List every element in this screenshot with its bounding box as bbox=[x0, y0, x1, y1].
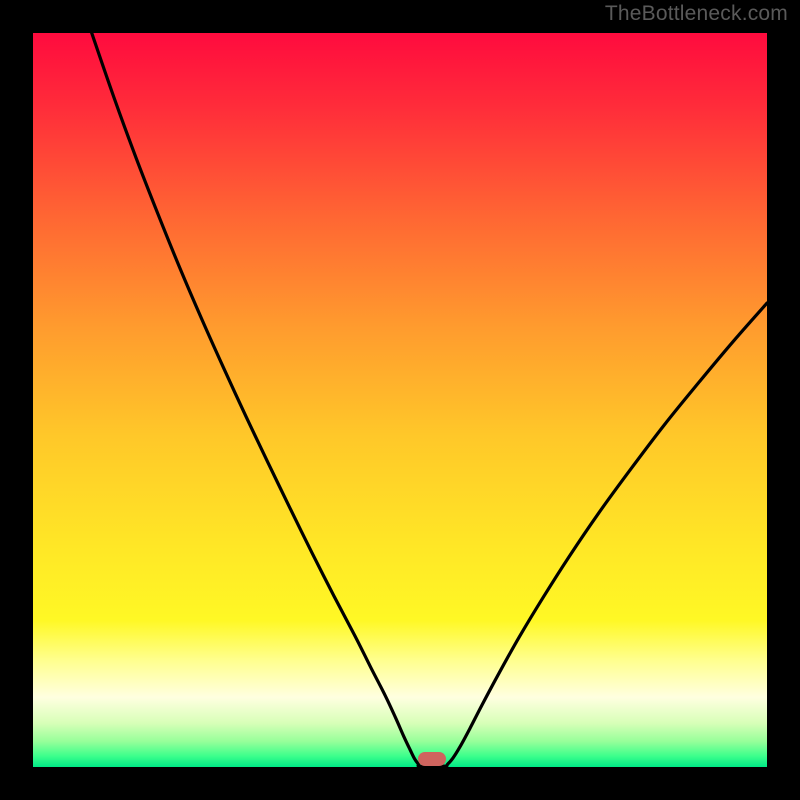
curve-overlay bbox=[33, 33, 767, 767]
plot-area bbox=[33, 33, 767, 767]
bottleneck-curve bbox=[92, 33, 767, 767]
bottleneck-marker bbox=[418, 752, 446, 766]
chart-container: TheBottleneck.com bbox=[0, 0, 800, 800]
watermark-text: TheBottleneck.com bbox=[605, 2, 788, 26]
